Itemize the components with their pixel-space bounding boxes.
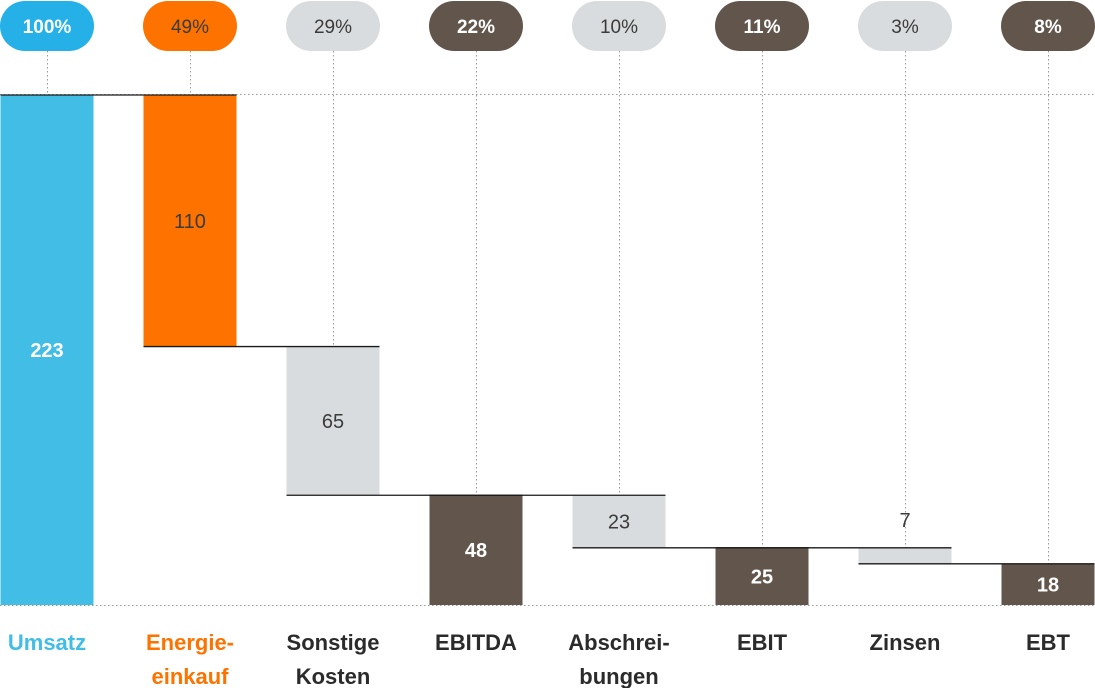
percent-pill [143, 1, 237, 51]
percent-label: 8% [1034, 17, 1062, 38]
data-label: 23 [608, 512, 630, 534]
bar [143, 95, 237, 347]
category-label: einkauf [151, 664, 229, 688]
data-label: 25 [751, 566, 773, 588]
data-label: 110 [174, 211, 206, 233]
data-label: 223 [30, 340, 63, 362]
percent-pill [715, 1, 809, 51]
percent-label: 10% [600, 17, 638, 38]
bar [286, 346, 380, 496]
data-label: 18 [1037, 574, 1059, 596]
category-label: EBT [1026, 630, 1071, 655]
bar [429, 495, 523, 605]
bar [715, 547, 809, 605]
percent-label: 11% [744, 17, 781, 38]
category-label: Zinsen [870, 630, 941, 655]
category-label: bungen [579, 664, 658, 688]
data-label: 7 [899, 510, 910, 532]
percent-label: 49% [171, 17, 209, 38]
percent-label: 100% [23, 17, 72, 38]
percent-label: 22% [457, 17, 495, 38]
category-label: EBITDA [435, 630, 517, 655]
category-label: Sonstige [287, 630, 380, 655]
category-label: Abschrei- [568, 630, 669, 655]
percent-pill [286, 1, 380, 51]
percent-pill [0, 1, 94, 51]
category-label: Energie- [146, 630, 234, 655]
data-label: 65 [322, 411, 344, 433]
percent-pill [1001, 1, 1095, 51]
bar [0, 95, 94, 605]
category-label: Umsatz [8, 630, 86, 655]
category-label: Kosten [296, 664, 371, 688]
bar [572, 495, 666, 548]
bar [1001, 563, 1095, 605]
bar [858, 547, 952, 564]
percent-pill [572, 1, 666, 51]
percent-pill [429, 1, 523, 51]
data-label: 48 [465, 540, 487, 562]
percent-label: 3% [891, 17, 919, 38]
percent-label: 29% [314, 17, 352, 38]
percent-pill [858, 1, 952, 51]
category-label: EBIT [737, 630, 788, 655]
